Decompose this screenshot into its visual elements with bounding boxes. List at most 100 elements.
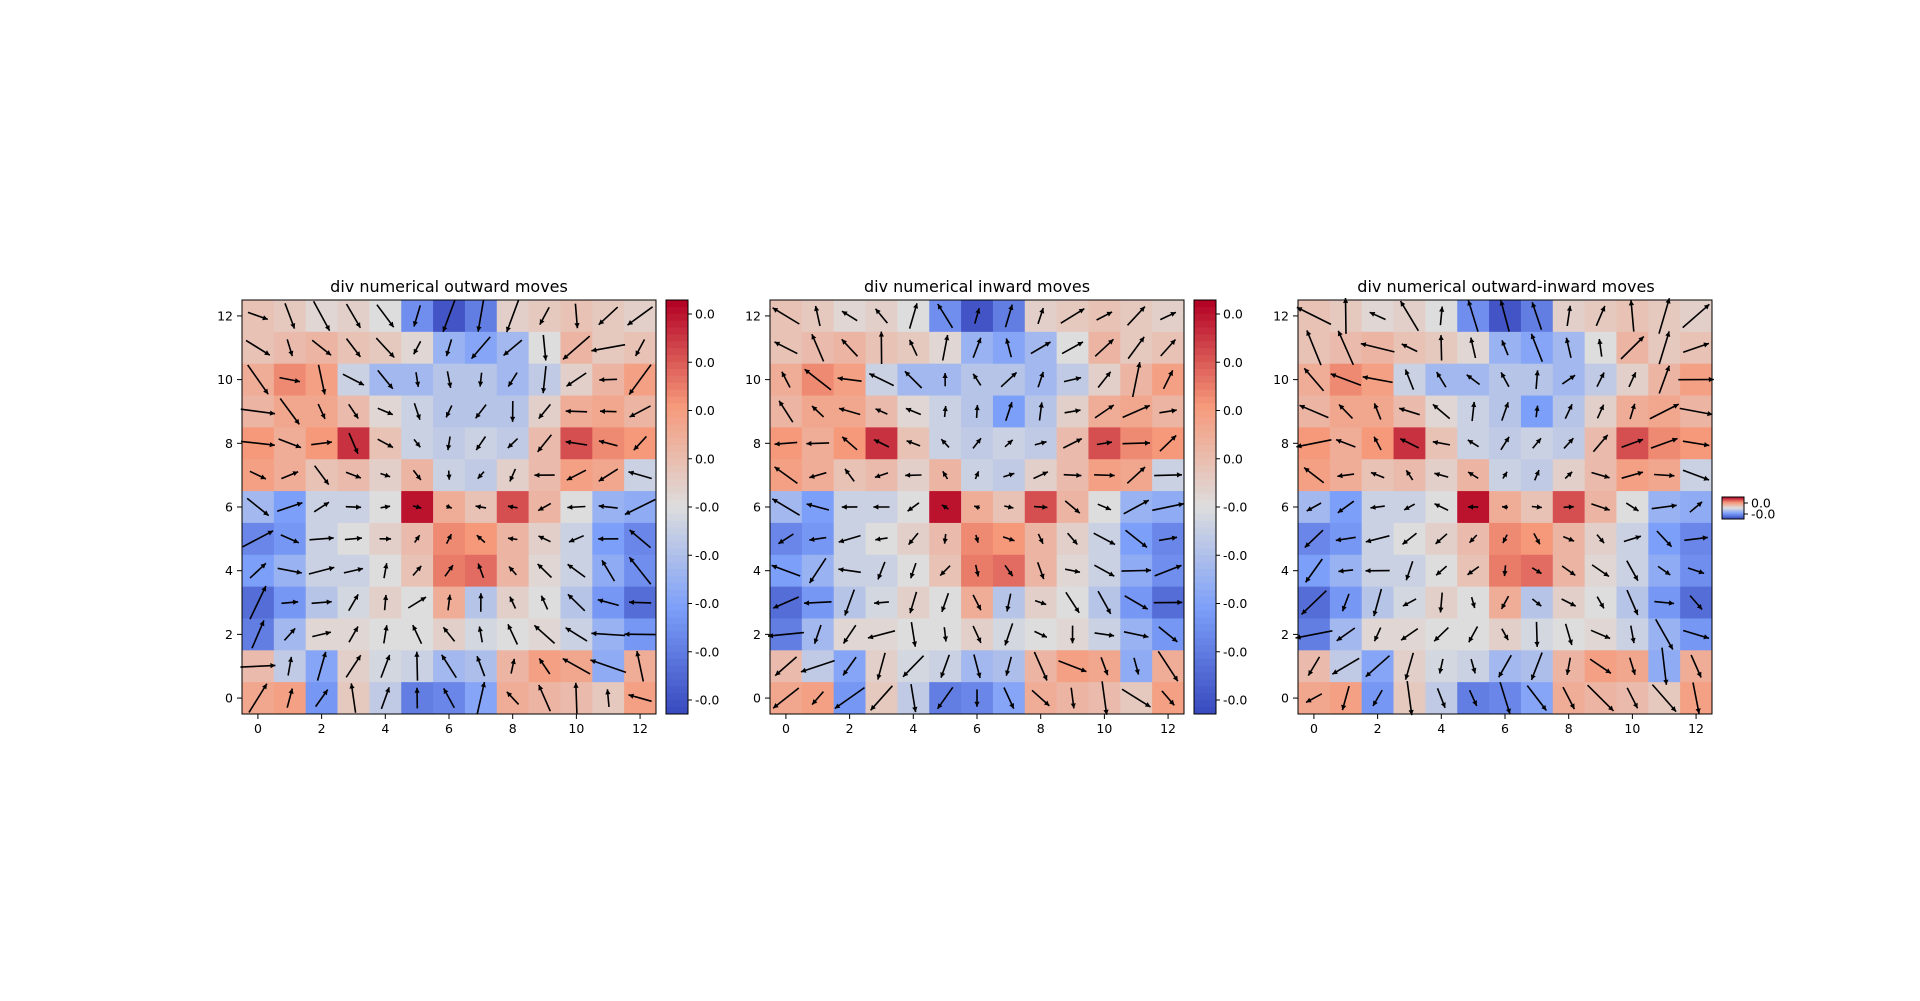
colorbar-swatch: [666, 534, 688, 542]
quiver-arrow: [565, 439, 588, 446]
colorbar-swatch: [666, 424, 688, 432]
quiver-arrow: [475, 436, 487, 451]
quiver-arrow: [317, 403, 326, 420]
y-tick-label: 2: [1281, 627, 1289, 642]
quiver-arrow: [311, 440, 333, 446]
quiver-arrow: [1434, 502, 1449, 512]
quiver-arrow: [591, 343, 626, 353]
quiver-arrow: [1626, 560, 1639, 582]
quiver-arrow: [445, 533, 453, 544]
quiver-arrow: [876, 652, 886, 680]
quiver-arrow: [348, 626, 359, 643]
y-tick-label: 4: [753, 563, 761, 578]
x-tick-label: 10: [1624, 721, 1640, 736]
quiver-arrow: [1587, 684, 1615, 712]
y-tick-label: 12: [745, 308, 761, 323]
quiver-arrow: [1402, 532, 1417, 546]
quiver-arrow: [1684, 535, 1708, 542]
colorbar-swatch: [1194, 672, 1216, 680]
quiver-arrow: [476, 300, 485, 332]
quiver-arrow: [314, 689, 329, 708]
colorbar-swatch: [1194, 369, 1216, 377]
quiver-arrow: [502, 339, 523, 357]
x-tick-label: 4: [1437, 721, 1445, 736]
quiver-arrow: [1338, 568, 1354, 574]
quiver-arrow: [348, 403, 359, 420]
quiver-arrow: [1362, 375, 1393, 384]
quiver-arrows: [1295, 297, 1714, 716]
quiver-arrow: [1564, 403, 1573, 420]
colorbar-swatch: [1194, 431, 1216, 439]
quiver-arrow: [1338, 403, 1354, 419]
quiver-arrow: [1064, 408, 1081, 414]
colorbar-swatch: [1194, 424, 1216, 432]
quiver-arrow: [909, 562, 917, 579]
quiver-arrow: [1065, 591, 1080, 614]
quiver-arrow: [1432, 440, 1451, 446]
quiver-arrow: [1058, 660, 1087, 673]
quiver-arrow: [1530, 652, 1543, 681]
quiver-arrow: [1061, 341, 1084, 355]
quiver-arrow: [1501, 340, 1509, 356]
quiver-arrow: [628, 556, 652, 585]
quiver-arrow: [1097, 503, 1112, 511]
colorbar-swatch: [666, 355, 688, 363]
colorbar-swatch: [1194, 582, 1216, 591]
quiver-arrow: [1406, 680, 1414, 716]
quiver-arrow: [1679, 407, 1713, 417]
colorbar-swatch: [1194, 375, 1216, 384]
quiver-arrow: [1126, 306, 1146, 326]
quiver-arrow: [1499, 681, 1511, 715]
quiver-arrow: [1500, 595, 1510, 610]
quiver-arrow: [1467, 471, 1479, 479]
quiver-arrow: [1591, 503, 1610, 511]
panel-outward-inward: div numerical outward-inward moves 0 2 4 6 8…: [1273, 277, 1775, 736]
quiver-arrow: [1563, 437, 1574, 449]
quiver-arrow: [1436, 688, 1446, 709]
quiver-arrow: [286, 688, 294, 708]
quiver-arrow: [598, 536, 619, 542]
quiver-arrow: [841, 310, 858, 322]
quiver-arrow: [1402, 598, 1417, 607]
quiver-arrow: [1466, 374, 1481, 386]
quiver-arrow: [1628, 300, 1635, 332]
quiver-arrow: [279, 376, 301, 384]
quiver-arrow: [1069, 625, 1076, 644]
quiver-arrow: [906, 439, 921, 447]
quiver-arrow: [477, 626, 484, 643]
quiver-arrow: [1005, 656, 1013, 676]
quiver-arrow: [838, 534, 861, 544]
quiver-arrow: [844, 468, 855, 482]
colorbar-swatch: [666, 617, 688, 625]
colorbar-swatch: [666, 403, 688, 411]
quiver-arrow: [476, 534, 486, 544]
panel-title: div numerical inward moves: [864, 277, 1090, 296]
colorbar-swatch: [666, 306, 688, 315]
quiver-arrow: [308, 566, 335, 575]
quiver-arrow: [1658, 365, 1671, 394]
quiver-arrow: [348, 593, 359, 612]
colorbar-swatch: [1194, 348, 1216, 356]
colorbar-swatch: [1194, 507, 1216, 515]
colorbar-swatch: [666, 458, 688, 467]
quiver-arrow: [507, 536, 518, 542]
quiver-arrow: [345, 303, 362, 329]
quiver-arrow: [809, 471, 827, 479]
quiver-arrow: [534, 472, 555, 478]
quiver-arrows: [240, 299, 656, 715]
colorbar-swatch: [1194, 493, 1216, 501]
quiver-arrow: [1123, 499, 1150, 515]
colorbar-tick-label: 0.0: [695, 307, 715, 322]
y-tick-label: 2: [753, 627, 761, 642]
quiver-arrow: [1126, 466, 1146, 484]
colorbar-swatch: [1194, 300, 1216, 308]
quiver-arrow: [1591, 471, 1610, 479]
quiver-arrow: [1370, 504, 1385, 510]
quiver-arrow: [1468, 504, 1479, 510]
quiver-arrow: [1534, 621, 1540, 647]
quiver-arrow: [446, 436, 452, 451]
colorbar-swatch: [1194, 320, 1216, 329]
quiver-arrow: [905, 472, 922, 478]
colorbar-swatch: [666, 645, 688, 653]
quiver-arrow: [1158, 535, 1178, 542]
